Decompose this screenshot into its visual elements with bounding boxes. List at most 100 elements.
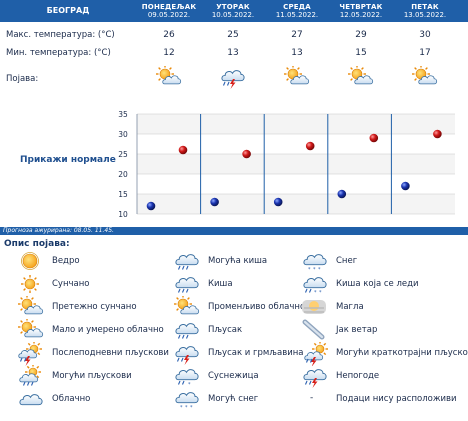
day-date: 10.05.2022. (211, 11, 255, 19)
city-name: БЕОГРАД (46, 6, 90, 15)
min-temp-value: 13 (291, 48, 303, 58)
svg-text:*: * (188, 382, 191, 388)
legend-label: Променљиво облачно (208, 302, 306, 312)
cloud-rain-icon (172, 273, 200, 295)
legend-title: Опис појава: (4, 239, 70, 249)
sun-storm-icon (300, 341, 328, 367)
legend-item: * * * Снег (300, 250, 450, 273)
legend-label: Киша која се леди (336, 279, 419, 289)
legend-label: Подаци нису расположиви (336, 394, 457, 404)
svg-text:*: * (318, 267, 321, 273)
legend-item: Облачно (16, 388, 166, 411)
legend-label: Суснежица (208, 371, 259, 381)
legend-label: Пљусак (208, 325, 243, 335)
min-temp-value: 13 (227, 48, 239, 58)
legend-item: Мало и умерено облачно (16, 318, 166, 342)
legend-item: Ведро (16, 250, 166, 273)
sun-cloud-icon (154, 65, 184, 90)
svg-text:*: * (190, 405, 193, 411)
sun-icon (16, 250, 44, 272)
svg-text:*: * (313, 267, 316, 273)
max-temp-value: 26 (163, 30, 175, 40)
day-name: ЧЕТВРТАК (339, 3, 383, 11)
legend-label: Пљусак и грмљавина (208, 348, 304, 358)
svg-text:*: * (314, 290, 317, 296)
sun-cloud-icon (16, 295, 44, 318)
cloud-sleet-icon: * * (300, 273, 328, 296)
day-name: ПЕТАК (411, 3, 439, 11)
min-temp-point (210, 197, 219, 207)
day-header-mon: ПОНЕДЕЉАК 09.05.2022. (136, 3, 202, 19)
legend-item: Пљусак (172, 319, 322, 342)
legend-item: Претежно сунчано (16, 295, 166, 319)
legend-item: - Подаци нису расположиви (300, 388, 457, 411)
max-temp-point (433, 129, 442, 139)
legend-item: Послеподневни пљускови (16, 341, 169, 366)
max-temp-point (178, 145, 188, 155)
max-temp-point (369, 133, 379, 143)
day-date: 13.05.2022. (403, 11, 447, 19)
legend-label: Мало и умерено облачно (52, 325, 164, 335)
legend-label: Могућа киша (208, 256, 268, 266)
legend-label: Сунчано (52, 279, 90, 289)
phenomenon-label: Појава: (6, 74, 39, 84)
sun-cloud-icon (172, 295, 200, 318)
sun-cloud-icon (346, 65, 376, 90)
legend-label: Могући краткотрајни пљускови (336, 348, 468, 358)
cloud-drizzle-icon: * (172, 365, 200, 388)
legend-item: Пљусак и грмљавина (172, 342, 322, 365)
legend-item: Променљиво облачно (172, 295, 322, 319)
cloud-rain-icon (172, 319, 200, 341)
legend-item: Јак ветар (300, 319, 450, 342)
min-temp-point (401, 181, 410, 191)
min-temp-point (337, 189, 347, 199)
max-temp-point (305, 141, 315, 151)
min-temp-point (146, 201, 156, 211)
sun-cloud-icon (410, 65, 440, 90)
legend-label: Непогоде (336, 371, 380, 381)
y-tick-label: 30 (118, 130, 128, 139)
y-tick-label: 35 (118, 110, 128, 119)
day-date: 09.05.2022. (147, 11, 191, 19)
min-temp-point (273, 197, 283, 207)
legend-item: Киша (172, 273, 322, 296)
no-data-symbol: - (310, 393, 314, 403)
show-normals-link[interactable]: Прикажи нормале (20, 155, 116, 165)
legend-item: Могући пљускови (16, 364, 166, 388)
legend-label: Могућ снег (208, 394, 259, 404)
min-temp-value: 17 (419, 48, 431, 58)
legend-label: Претежно сунчано (52, 302, 137, 312)
day-date: 12.05.2022. (339, 11, 383, 19)
legend-label: Киша (208, 279, 233, 289)
cloud-icon (16, 388, 44, 410)
legend-item: Магла (300, 296, 450, 319)
max-temp-value: 27 (291, 30, 303, 40)
max-temp-point (242, 149, 251, 159)
cloud-snow-icon: * * * (300, 250, 328, 273)
forecast-updated: Прогноза ажурирана: 08.05. 11.45. (0, 227, 468, 235)
max-temp-value: 25 (227, 30, 239, 40)
legend-label: Магла (336, 302, 364, 312)
legend-item: * * Киша која се леди (300, 273, 450, 296)
y-tick-label: 20 (118, 170, 128, 179)
day-name: УТОРАК (216, 3, 250, 11)
day-header-thu: ЧЕТВРТАК 12.05.2022. (328, 3, 394, 19)
max-temp-value: 29 (355, 30, 367, 40)
svg-text:*: * (319, 290, 322, 296)
svg-text:*: * (185, 405, 188, 411)
legend-item: Сунчано (16, 273, 166, 296)
sun-cloud-icon (16, 318, 44, 341)
min-temp-value: 15 (355, 48, 367, 58)
cloud-rain-icon (172, 250, 200, 272)
day-date: 11.05.2022. (275, 11, 319, 19)
svg-text:*: * (308, 267, 311, 273)
max-temp-label: Макс. температура: (°C) (6, 30, 115, 40)
legend-label: Могући пљускови (52, 371, 132, 381)
min-temp-value: 12 (163, 48, 175, 58)
storm-icon (172, 342, 200, 365)
afternoon-storm-icon (16, 341, 44, 366)
sun-cloud-icon (282, 65, 312, 90)
legend-label: Облачно (52, 394, 91, 404)
sun-showers-icon (16, 364, 44, 387)
legend-label: Послеподневни пљускови (52, 348, 169, 358)
